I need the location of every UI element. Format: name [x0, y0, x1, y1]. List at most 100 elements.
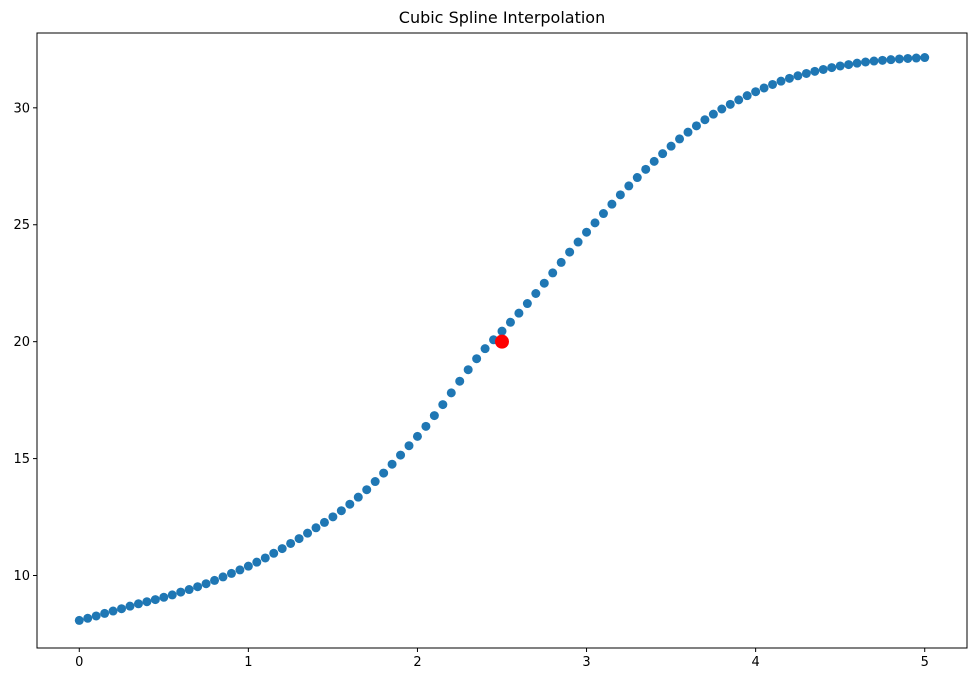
spline-point [666, 141, 676, 151]
spline-point [700, 115, 710, 125]
spline-point [91, 611, 101, 621]
spline-point [269, 548, 279, 558]
x-tick-label: 3 [582, 655, 590, 670]
spline-point [742, 91, 752, 101]
spline-point [539, 278, 549, 288]
spline-point [869, 56, 879, 66]
spline-point [201, 579, 211, 589]
spline-point [159, 592, 169, 602]
spline-point [641, 164, 651, 174]
spline-point [683, 127, 693, 137]
x-tick-label: 2 [413, 655, 421, 670]
spline-point [133, 599, 143, 609]
highlight-point [495, 334, 509, 349]
spline-point [108, 606, 118, 616]
spline-point [556, 257, 566, 267]
spline-point [658, 149, 668, 159]
spline-point [505, 317, 515, 327]
spline-point [835, 61, 845, 71]
spline-point [412, 431, 422, 441]
spline-point [514, 308, 524, 318]
plot-area-frame [36, 32, 968, 649]
spline-point [100, 608, 110, 618]
y-tick-label: 10 [13, 569, 30, 584]
spline-point [810, 66, 820, 76]
spline-point [142, 597, 152, 607]
spline-point [861, 57, 871, 67]
spline-point [362, 485, 372, 495]
spline-point [463, 365, 473, 375]
spline-point [286, 538, 296, 548]
spline-point [438, 400, 448, 410]
spline-point [421, 421, 431, 431]
spline-point [759, 83, 769, 93]
spline-point [531, 288, 541, 298]
spline-point [903, 53, 913, 63]
spline-point [598, 209, 608, 219]
spline-point [768, 79, 778, 89]
spline-point [193, 582, 203, 592]
spline-point [844, 60, 854, 70]
spline-point [565, 247, 575, 257]
y-tick-label: 30 [13, 101, 30, 116]
spline-point [218, 572, 228, 582]
spline-point [387, 459, 397, 469]
series-layer [74, 53, 930, 625]
spline-point [379, 468, 389, 478]
spline-point [717, 104, 727, 114]
spline-point [624, 181, 634, 191]
spline-point [336, 506, 346, 516]
spline-point [784, 73, 794, 83]
spline-point [294, 534, 304, 544]
spline-point [404, 441, 414, 451]
spline-point [793, 71, 803, 81]
x-axis: 0 1 2 3 4 5 [75, 648, 929, 670]
spline-point [480, 344, 490, 354]
spline-point [353, 492, 363, 502]
spline-point [472, 354, 482, 364]
x-tick-label: 0 [75, 655, 83, 670]
spline-point [818, 64, 828, 74]
spline-point [675, 134, 685, 144]
spline-point [429, 411, 439, 421]
spline-point [235, 565, 245, 575]
spline-point [83, 613, 93, 623]
spline-point [125, 601, 135, 611]
spline-point [582, 227, 592, 237]
spline-point [184, 585, 194, 595]
spline-point [852, 58, 862, 68]
spline-point [649, 156, 659, 166]
spline-point [345, 499, 355, 509]
x-tick-label: 5 [921, 655, 929, 670]
spline-point [877, 55, 887, 65]
spline-point [328, 512, 338, 522]
spline-point [455, 376, 465, 386]
spline-point [573, 237, 583, 247]
spline-point [319, 517, 329, 527]
chart-title: Cubic Spline Interpolation [399, 8, 605, 27]
spline-point [446, 388, 456, 398]
spline-point [150, 595, 160, 605]
spline-point [776, 76, 786, 86]
spline-point [396, 450, 406, 460]
spline-point [210, 575, 220, 585]
spline-point [615, 190, 625, 200]
spline-point [801, 68, 811, 78]
spline-point [894, 54, 904, 64]
spline-point [252, 557, 262, 567]
x-tick-label: 1 [244, 655, 252, 670]
spline-point [725, 99, 735, 109]
spline-point [548, 268, 558, 278]
spline-point [691, 121, 701, 131]
spline-point [311, 523, 321, 533]
spline-point [751, 87, 761, 97]
spline-point [243, 561, 253, 571]
spline-point [167, 590, 177, 600]
y-tick-label: 15 [13, 452, 30, 467]
spline-point [176, 587, 186, 597]
spline-point [277, 544, 287, 554]
spline-point [74, 615, 84, 625]
spline-point [260, 553, 270, 563]
spline-point [920, 53, 930, 63]
